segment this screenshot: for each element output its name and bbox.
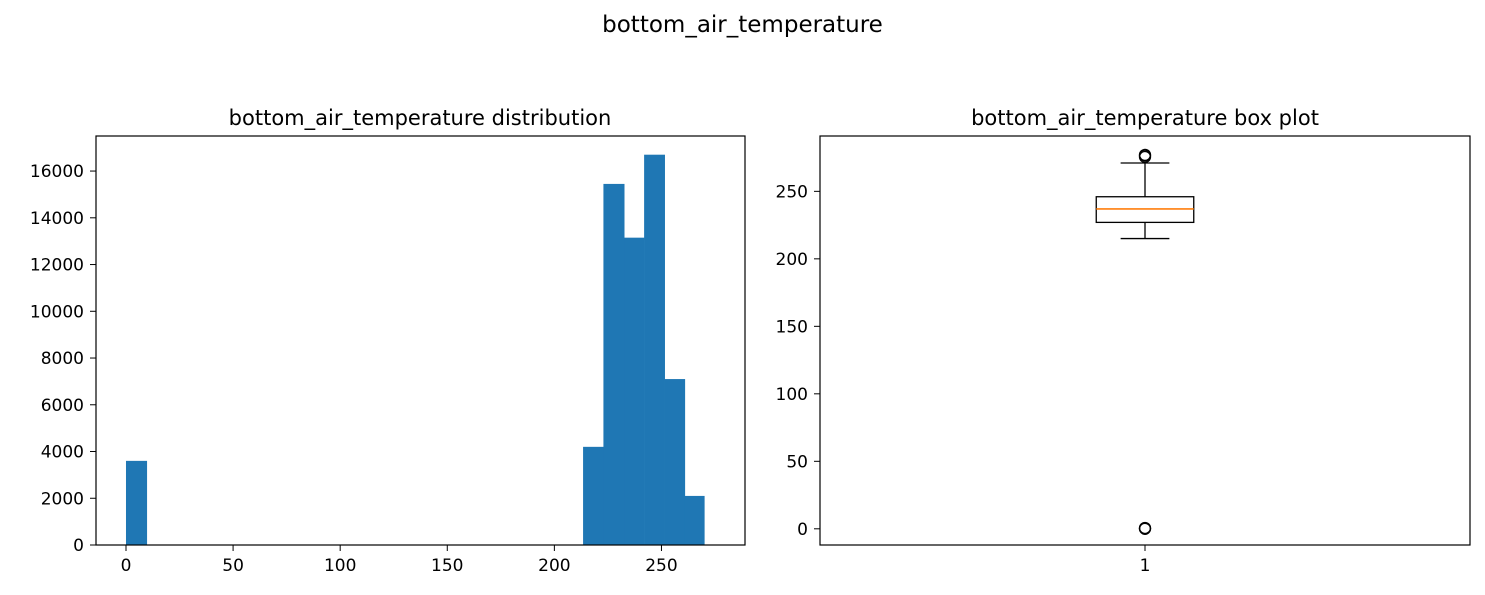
histogram-bar-26 bbox=[664, 379, 686, 545]
boxplot-y-tick-label-2: 100 bbox=[776, 385, 808, 405]
histogram-bar-22 bbox=[583, 446, 604, 545]
histogram-x-tick-label-3: 150 bbox=[431, 556, 463, 576]
figure-suptitle: bottom_air_temperature bbox=[602, 12, 883, 38]
histogram-title: bottom_air_temperature distribution bbox=[229, 106, 612, 131]
histogram-y-ticks: 0 2000 4000 6000 8000 10000 12000 14000 16000 bbox=[30, 162, 96, 556]
histogram-bar-0 bbox=[125, 460, 148, 545]
boxplot-panel: bottom_air_temperature box plot 1 0 50 100… bbox=[776, 106, 1471, 576]
histogram-x-tick-label-2: 100 bbox=[324, 556, 356, 576]
boxplot-title: bottom_air_temperature box plot bbox=[971, 106, 1319, 131]
boxplot-y-tick-label-0: 0 bbox=[797, 520, 808, 540]
histogram-y-tick-label-7: 14000 bbox=[30, 209, 84, 229]
histogram-x-tick-label-0: 0 bbox=[121, 556, 132, 576]
histogram-bar-25 bbox=[644, 154, 665, 545]
boxplot-y-tick-label-5: 250 bbox=[776, 182, 808, 202]
histogram-y-tick-label-3: 6000 bbox=[41, 396, 84, 416]
box-outlier-2 bbox=[1138, 521, 1152, 535]
histogram-x-tick-label-5: 250 bbox=[645, 556, 677, 576]
boxplot-marks bbox=[1095, 148, 1195, 535]
histogram-bar-23 bbox=[603, 183, 625, 545]
histogram-x-ticks: 0 50 100 150 200 250 bbox=[121, 545, 678, 576]
boxplot-y-tick-label-3: 150 bbox=[776, 317, 808, 337]
histogram-y-tick-label-8: 16000 bbox=[30, 162, 84, 182]
boxplot-axes-frame bbox=[819, 135, 1471, 546]
histogram-panel: bottom_air_temperature distribution 0 50 1… bbox=[30, 106, 746, 576]
histogram-x-tick-label-4: 200 bbox=[538, 556, 570, 576]
histogram-axes-frame bbox=[95, 135, 746, 546]
histogram-bar-24 bbox=[624, 237, 645, 545]
histogram-y-tick-label-2: 4000 bbox=[41, 443, 84, 463]
histogram-x-tick-label-1: 50 bbox=[222, 556, 244, 576]
histogram-bars bbox=[125, 154, 705, 545]
histogram-y-tick-label-6: 12000 bbox=[30, 256, 84, 276]
histogram-bar-27 bbox=[684, 495, 705, 545]
boxplot-y-ticks: 0 50 100 150 200 250 bbox=[776, 182, 820, 540]
boxplot-x-tick-label-0: 1 bbox=[1140, 556, 1151, 576]
histogram-y-tick-label-1: 2000 bbox=[41, 489, 84, 509]
boxplot-y-tick-label-4: 200 bbox=[776, 250, 808, 270]
histogram-y-tick-label-4: 8000 bbox=[41, 349, 84, 369]
histogram-y-tick-label-0: 0 bbox=[73, 536, 84, 556]
box-outlier-5 bbox=[1138, 148, 1152, 162]
boxplot-x-ticks: 1 bbox=[1140, 545, 1151, 576]
histogram-y-tick-label-5: 10000 bbox=[30, 302, 84, 322]
boxplot-y-tick-label-1: 50 bbox=[786, 452, 808, 472]
